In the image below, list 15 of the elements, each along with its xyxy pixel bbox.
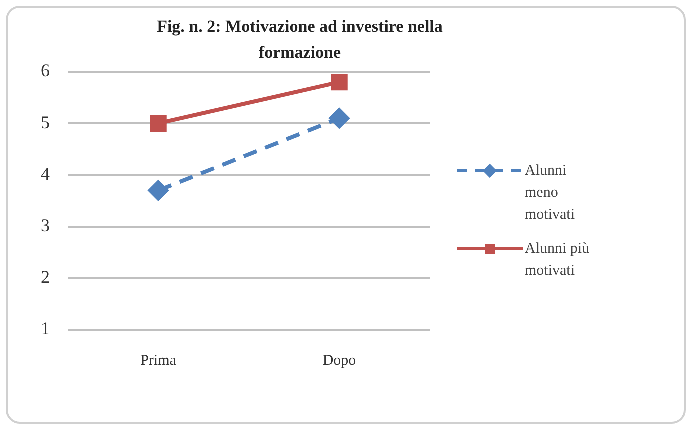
point bbox=[331, 74, 348, 91]
y-tick-label: 1 bbox=[41, 318, 50, 339]
y-tick-label: 4 bbox=[41, 164, 50, 184]
chart-title: Fig. n. 2: Motivazione ad investire nella formazione bbox=[156, 16, 444, 64]
point bbox=[150, 115, 167, 132]
point bbox=[148, 180, 168, 201]
y-tick-label: 6 bbox=[41, 60, 50, 81]
y-tick-label: 5 bbox=[41, 112, 50, 132]
legend-label: Alunni meno motivati bbox=[525, 162, 576, 225]
y-tick-label: 3 bbox=[41, 216, 50, 236]
x-tick-label: Dopo bbox=[322, 352, 356, 369]
x-tick-label: Prima bbox=[140, 352, 177, 369]
legend-label: Alunni più motivati bbox=[525, 240, 591, 281]
y-tick-label: 2 bbox=[41, 267, 50, 288]
point bbox=[330, 108, 350, 128]
